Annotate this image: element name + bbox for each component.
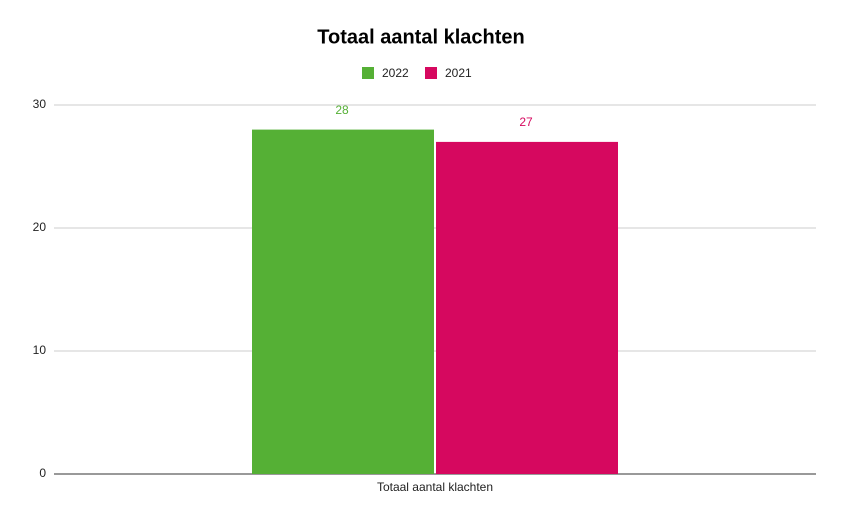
x-tick-label: Totaal aantal klachten xyxy=(377,480,493,494)
bar xyxy=(436,141,618,474)
bar xyxy=(252,129,434,474)
y-tick-label: 30 xyxy=(33,97,47,111)
legend-swatch xyxy=(362,67,374,79)
data-label: 27 xyxy=(519,115,533,129)
y-tick-label: 20 xyxy=(33,220,47,234)
legend-label: 2022 xyxy=(382,66,409,80)
legend-swatch xyxy=(425,67,437,79)
y-tick-label: 0 xyxy=(39,466,46,480)
y-tick-label: 10 xyxy=(33,343,47,357)
legend-label: 2021 xyxy=(445,66,472,80)
data-label: 28 xyxy=(335,103,349,117)
chart-title: Totaal aantal klachten xyxy=(317,26,524,48)
